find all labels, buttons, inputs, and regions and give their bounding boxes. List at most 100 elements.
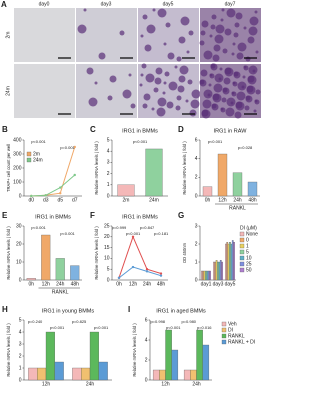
cell bbox=[221, 8, 225, 12]
cell bbox=[236, 52, 244, 60]
panel-label: A bbox=[1, 0, 7, 9]
cell bbox=[165, 22, 171, 28]
x-tick-label: d5 bbox=[57, 197, 63, 203]
cell bbox=[222, 48, 228, 54]
cell bbox=[248, 26, 258, 36]
y-tick-label: 0 bbox=[19, 193, 22, 199]
bar bbox=[217, 153, 228, 197]
cell bbox=[168, 81, 178, 91]
annotation: p=0.016 bbox=[197, 325, 212, 330]
panel-label: E bbox=[2, 211, 8, 220]
bar bbox=[203, 270, 206, 281]
cell bbox=[201, 20, 209, 28]
cell bbox=[232, 81, 238, 87]
chart-title: IRG1 in RAW bbox=[214, 128, 248, 134]
y-tick-label: 300 bbox=[13, 151, 22, 157]
y-tick-label: 20 bbox=[16, 241, 22, 247]
cell bbox=[154, 77, 162, 85]
legend-label: None bbox=[246, 231, 258, 237]
cell bbox=[189, 109, 197, 117]
legend-swatch bbox=[221, 333, 227, 339]
y-tick-label: 2 bbox=[19, 353, 22, 359]
cell bbox=[179, 65, 189, 75]
y-tick-label: 4 bbox=[145, 337, 148, 343]
cell bbox=[88, 97, 98, 107]
x-tick-label: 48h bbox=[71, 281, 80, 287]
bar bbox=[145, 148, 163, 197]
annotation: p<0.001 bbox=[208, 139, 223, 144]
cell bbox=[209, 73, 215, 79]
point bbox=[131, 265, 135, 269]
cell bbox=[188, 30, 194, 36]
annotation: p=0.980 bbox=[181, 319, 196, 324]
x-tick-label: 24h bbox=[143, 281, 152, 287]
bar bbox=[89, 331, 99, 381]
bar bbox=[247, 181, 258, 197]
y-tick-label: 1 bbox=[107, 182, 110, 188]
cell bbox=[164, 71, 170, 77]
annotation: p=0.999 bbox=[112, 225, 127, 230]
bar bbox=[190, 369, 197, 381]
x-tick-label: 48h bbox=[248, 197, 257, 203]
cell bbox=[163, 81, 167, 85]
x-axis-label: RANKL bbox=[229, 205, 246, 211]
cell bbox=[140, 34, 144, 38]
legend-swatch bbox=[239, 249, 245, 255]
cell bbox=[77, 24, 87, 34]
cell bbox=[199, 79, 207, 87]
panel-label: H bbox=[2, 305, 8, 314]
row-label: 24m bbox=[5, 86, 11, 96]
x-tick-label: 24h bbox=[56, 281, 65, 287]
cell bbox=[130, 103, 136, 109]
cell bbox=[246, 85, 256, 95]
cell bbox=[215, 24, 225, 34]
panel-label: C bbox=[90, 125, 96, 134]
bar bbox=[171, 349, 179, 381]
cell bbox=[152, 8, 156, 12]
bar bbox=[26, 278, 36, 281]
cell bbox=[203, 50, 213, 60]
y-tick-label: 10 bbox=[104, 256, 110, 262]
legend-label: RANKL bbox=[228, 333, 245, 339]
bar bbox=[41, 234, 51, 281]
cell bbox=[224, 28, 232, 36]
bar bbox=[117, 184, 135, 197]
annotation: p<0.001 bbox=[94, 325, 109, 330]
cell bbox=[107, 95, 113, 101]
legend-swatch bbox=[26, 151, 32, 157]
y-tick-label: 25 bbox=[104, 223, 110, 229]
line bbox=[118, 266, 162, 279]
legend-swatch bbox=[221, 339, 227, 345]
y-axis-label: TRAP+ cell count per well bbox=[6, 144, 11, 192]
annotation: p<0.001 bbox=[50, 325, 65, 330]
cell bbox=[252, 69, 256, 73]
annotation: p<0.001 bbox=[126, 231, 141, 236]
cell bbox=[202, 99, 212, 109]
point bbox=[159, 272, 163, 275]
x-tick-label: 12h bbox=[42, 281, 51, 287]
y-tick-label: 2 bbox=[107, 171, 110, 177]
x-tick-label: 24h bbox=[86, 381, 95, 387]
y-axis-label: Relative mRNA levels ( fold ) bbox=[6, 323, 11, 377]
y-axis-label: Relative mRNA levels ( fold ) bbox=[132, 323, 137, 377]
cell bbox=[237, 42, 247, 52]
cell bbox=[233, 71, 241, 79]
cell bbox=[119, 30, 125, 36]
bar bbox=[201, 270, 203, 281]
annotation: p=0.001 bbox=[60, 145, 75, 150]
y-tick-label: 10 bbox=[16, 259, 22, 265]
cell bbox=[157, 8, 167, 18]
cell bbox=[224, 67, 234, 77]
chart-title: IRG1 in BMMs bbox=[122, 128, 158, 134]
cell bbox=[139, 83, 143, 87]
bar bbox=[202, 270, 205, 281]
legend-swatch bbox=[26, 157, 32, 163]
column-label: day0 bbox=[39, 1, 50, 7]
legend-label: 1 bbox=[246, 243, 249, 249]
cell bbox=[211, 14, 217, 20]
bar bbox=[215, 260, 218, 281]
cell bbox=[200, 30, 206, 36]
x-tick-label: day5 bbox=[225, 281, 236, 287]
cell bbox=[94, 81, 98, 85]
cell bbox=[249, 16, 259, 26]
